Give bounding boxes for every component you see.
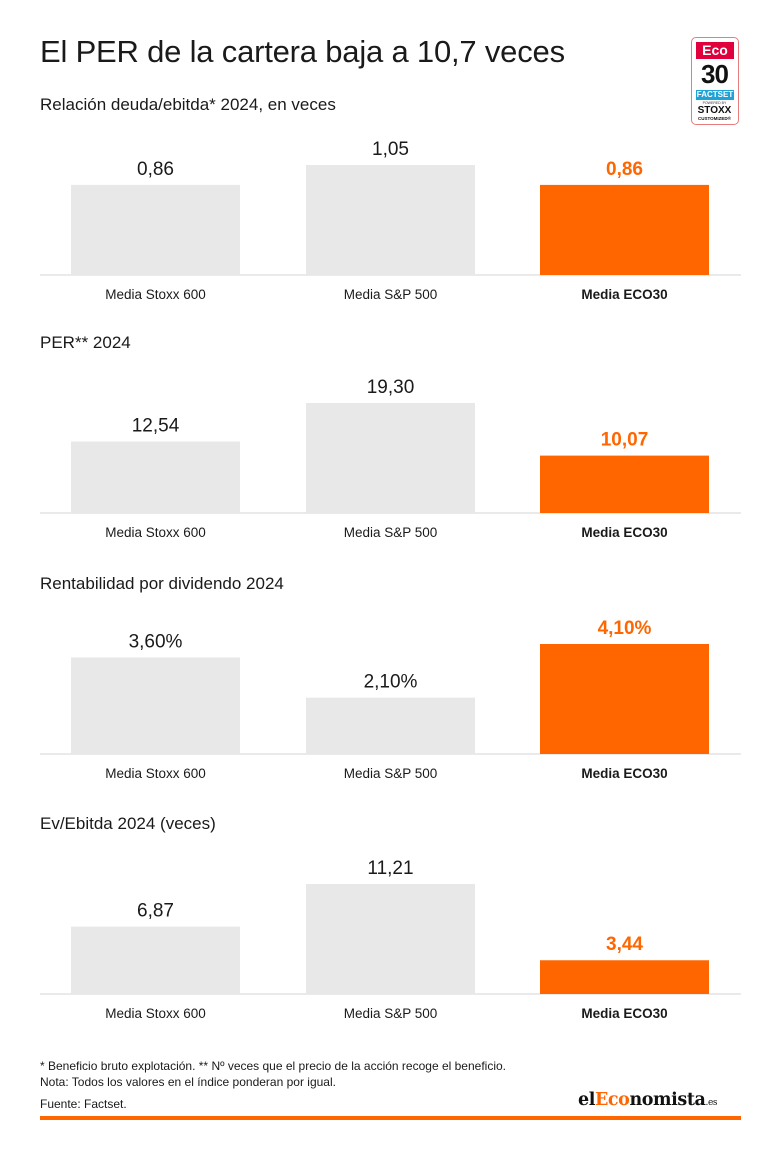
- brand-highlight: Eco: [594, 1090, 630, 1110]
- bar-1: [71, 657, 240, 754]
- category-label: Media ECO30: [581, 1006, 667, 1021]
- logo-eco-text: Eco: [696, 42, 734, 59]
- category-label: Media ECO30: [581, 287, 667, 302]
- value-label: 12,54: [132, 416, 180, 437]
- logo-stoxx: STOXX: [697, 105, 732, 116]
- category-label: Media Stoxx 600: [105, 1006, 206, 1021]
- category-label: Media ECO30: [581, 766, 667, 781]
- bar-3: [540, 644, 709, 754]
- category-label: Media S&P 500: [344, 766, 438, 781]
- bar-2: [306, 697, 475, 754]
- category-label: Media S&P 500: [344, 525, 438, 540]
- brand-tld: .es: [705, 1098, 718, 1108]
- chart-title: Rentabilidad por dividendo 2024: [40, 574, 284, 593]
- category-label: Media S&P 500: [344, 287, 438, 302]
- bar-2: [306, 403, 475, 513]
- logo-powered: POWERED BY: [702, 101, 727, 105]
- chart-deuda-ebitda: Relación deuda/ebitda* 2024, en veces 0,8…: [40, 95, 741, 302]
- bar-1: [71, 926, 240, 994]
- logo-factset: FACTSET: [696, 90, 734, 100]
- category-label: Media Stoxx 600: [105, 766, 206, 781]
- source-note: Fuente: Factset.: [40, 1097, 127, 1111]
- footnote-line-2: Nota: Todos los valores en el índice pon…: [40, 1075, 336, 1089]
- value-label: 6,87: [137, 901, 174, 922]
- value-label: 3,60%: [129, 631, 183, 652]
- eco30-logo: Eco 30 FACTSET POWERED BY STOXX CUSTOMIZ…: [691, 37, 739, 125]
- bottom-rule: [40, 1116, 741, 1120]
- bar-2: [306, 165, 475, 275]
- footnote: * Beneficio bruto explotación. ** Nº vec…: [40, 1058, 506, 1090]
- value-label: 4,10%: [598, 618, 652, 639]
- bar-3: [540, 184, 709, 275]
- value-label: 0,86: [606, 159, 643, 180]
- logo-customized: CUSTOMIZED®: [698, 116, 731, 121]
- value-label: 2,10%: [364, 672, 418, 693]
- category-label: Media Stoxx 600: [105, 287, 206, 302]
- chart-ev-ebitda: Ev/Ebitda 2024 (veces) 6,87 Media Stoxx 60…: [40, 814, 741, 1021]
- brand-prefix: el: [578, 1090, 595, 1110]
- chart-title: PER** 2024: [40, 333, 131, 352]
- footnote-line-1: * Beneficio bruto explotación. ** Nº vec…: [40, 1059, 506, 1073]
- eleconomista-logo: elEconomista.es: [578, 1090, 717, 1110]
- brand-suffix: nomista: [629, 1090, 706, 1110]
- value-label: 19,30: [367, 377, 415, 398]
- value-label: 11,21: [367, 858, 413, 879]
- bar-2: [306, 884, 475, 994]
- chart-title: Ev/Ebitda 2024 (veces): [40, 814, 216, 833]
- logo-number: 30: [701, 59, 729, 89]
- page-title: El PER de la cartera baja a 10,7 veces: [40, 34, 565, 69]
- bar-1: [71, 184, 240, 275]
- bar-1: [71, 441, 240, 513]
- category-label: Media Stoxx 600: [105, 525, 206, 540]
- bar-3: [540, 455, 709, 513]
- category-label: Media S&P 500: [344, 1006, 438, 1021]
- bar-3: [540, 960, 709, 994]
- value-label: 0,86: [137, 159, 174, 180]
- value-label: 10,07: [601, 430, 649, 451]
- chart-rentabilidad-dividendo: Rentabilidad por dividendo 2024 3,60% Medi…: [40, 574, 741, 781]
- chart-title: Relación deuda/ebitda* 2024, en veces: [40, 95, 336, 114]
- category-label: Media ECO30: [581, 525, 667, 540]
- value-label: 3,44: [606, 934, 643, 955]
- chart-per: PER** 2024 12,54 Media Stoxx 600 19,30 Media…: [40, 333, 741, 540]
- value-label: 1,05: [372, 139, 409, 160]
